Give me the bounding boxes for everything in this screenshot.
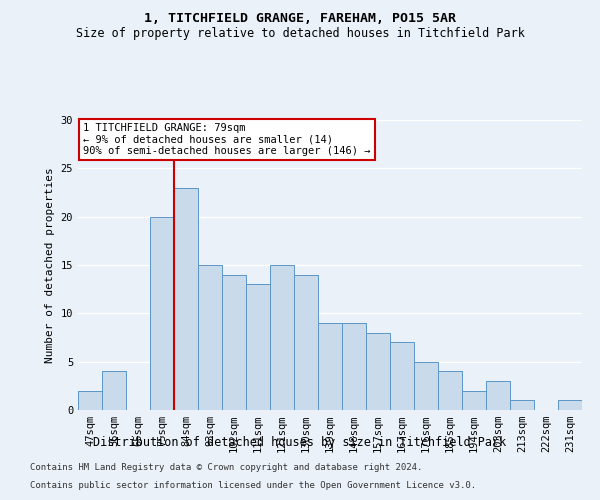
Bar bbox=[366, 332, 390, 410]
Text: 1, TITCHFIELD GRANGE, FAREHAM, PO15 5AR: 1, TITCHFIELD GRANGE, FAREHAM, PO15 5AR bbox=[144, 12, 456, 26]
Text: Contains HM Land Registry data © Crown copyright and database right 2024.: Contains HM Land Registry data © Crown c… bbox=[30, 464, 422, 472]
Bar bbox=[390, 342, 414, 410]
Bar bbox=[102, 372, 126, 410]
Bar bbox=[486, 381, 510, 410]
Bar bbox=[462, 390, 486, 410]
Bar bbox=[414, 362, 438, 410]
Bar bbox=[150, 216, 174, 410]
Bar bbox=[78, 390, 102, 410]
Bar bbox=[558, 400, 582, 410]
Bar bbox=[342, 323, 366, 410]
Bar bbox=[246, 284, 270, 410]
Y-axis label: Number of detached properties: Number of detached properties bbox=[45, 167, 55, 363]
Bar bbox=[294, 274, 318, 410]
Bar bbox=[174, 188, 198, 410]
Bar bbox=[198, 265, 222, 410]
Bar bbox=[510, 400, 534, 410]
Text: Distribution of detached houses by size in Titchfield Park: Distribution of detached houses by size … bbox=[94, 436, 506, 449]
Bar bbox=[438, 372, 462, 410]
Text: Size of property relative to detached houses in Titchfield Park: Size of property relative to detached ho… bbox=[76, 28, 524, 40]
Text: 1 TITCHFIELD GRANGE: 79sqm
← 9% of detached houses are smaller (14)
90% of semi-: 1 TITCHFIELD GRANGE: 79sqm ← 9% of detac… bbox=[83, 123, 371, 156]
Bar bbox=[270, 265, 294, 410]
Bar bbox=[318, 323, 342, 410]
Bar bbox=[222, 274, 246, 410]
Text: Contains public sector information licensed under the Open Government Licence v3: Contains public sector information licen… bbox=[30, 481, 476, 490]
